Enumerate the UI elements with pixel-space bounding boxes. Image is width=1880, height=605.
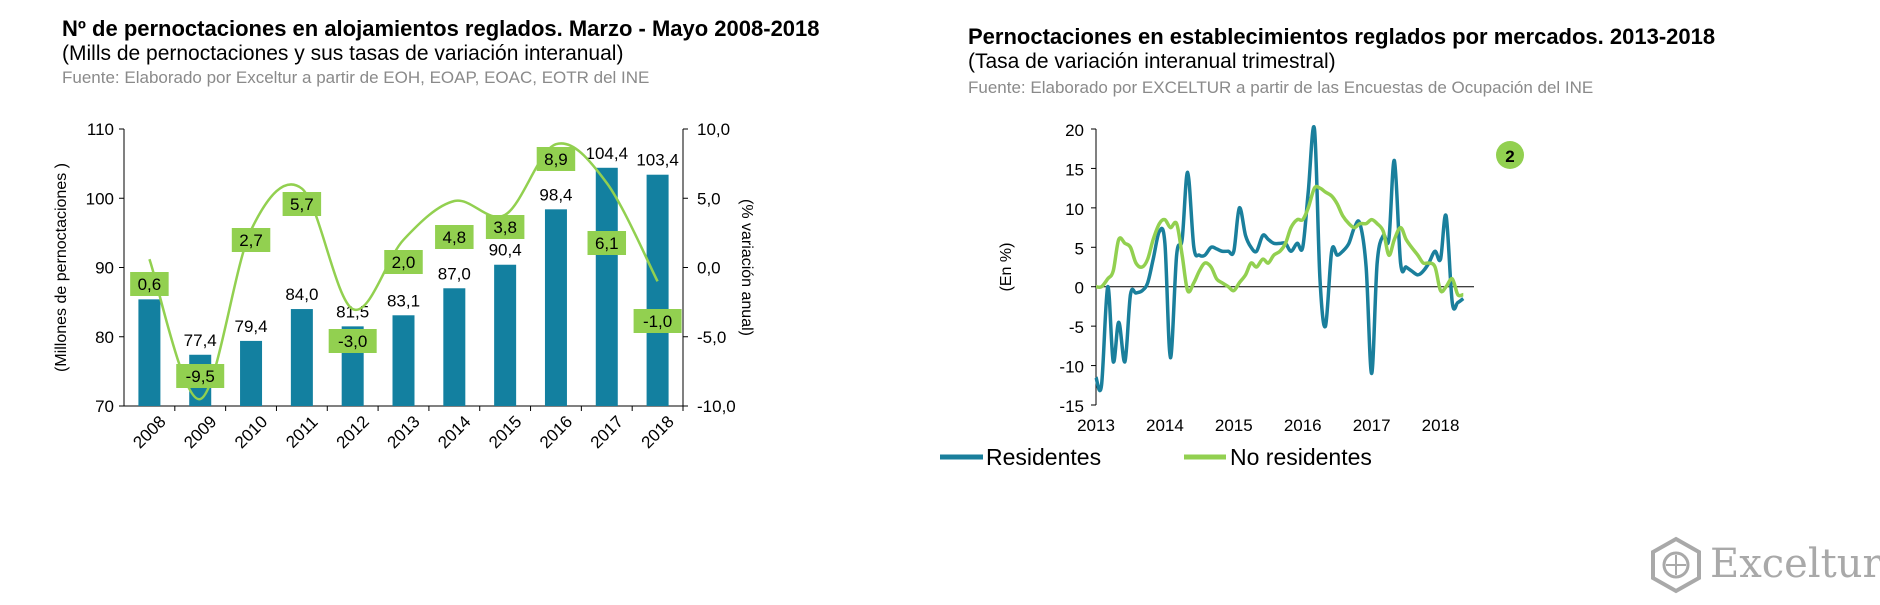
bar-2017 — [595, 167, 618, 406]
bar-2014 — [443, 288, 466, 406]
page-number-text: 2 — [1505, 147, 1514, 166]
y-tick-label: 100 — [86, 189, 114, 208]
x-tick-label: 2017 — [1353, 416, 1391, 435]
x-tick-label: 2015 — [1215, 416, 1253, 435]
variation-label-box — [633, 309, 682, 333]
y2-tick-label: 10,0 — [697, 120, 730, 139]
variation-label: -3,0 — [338, 332, 367, 351]
variation-line — [148, 142, 659, 401]
x-tick-label: 2009 — [180, 412, 220, 452]
y2-tick-label: -10,0 — [697, 397, 736, 416]
variation-label: 3,8 — [493, 218, 517, 237]
left-bar-line-chart: 70 80 90 100 110 -10,0 -5,0 0,0 5,0 10,0 (Millones… — [53, 120, 755, 452]
right-line-chart: -15 -10 -5 0 5 10 15 20 (En %) 2013 2014 2015 2016 20… — [940, 121, 1524, 470]
y2-tick-label: 5,0 — [697, 189, 721, 208]
left-chart-source: Fuente: Elaborado por Exceltur a partir … — [62, 68, 650, 87]
variation-label: 2,7 — [239, 231, 263, 250]
legend-label-residentes: Residentes — [986, 444, 1101, 470]
variation-label: 2,0 — [392, 253, 416, 272]
bar-value-label: 90,4 — [489, 241, 522, 260]
bar-value-label: 79,4 — [234, 317, 267, 336]
x-tick-label: 2018 — [1422, 416, 1460, 435]
x-tick-label: 2016 — [1284, 416, 1322, 435]
bar-value-label: 84,0 — [285, 285, 318, 304]
y-axis-title: (Millones de pernoctaciones ) — [53, 163, 70, 372]
legend-label-no-residentes: No residentes — [1230, 444, 1372, 470]
y2-axis-title: (% variación anual) — [738, 199, 755, 336]
x-tick-label: 2010 — [231, 412, 271, 452]
bar-2015 — [494, 264, 517, 406]
exceltur-logo: Exceltur — [1648, 535, 1880, 597]
y-tick-label: 20 — [1065, 121, 1084, 140]
variation-label-box — [384, 250, 423, 274]
x-tick-label: 2013 — [384, 412, 424, 452]
variation-label-box — [587, 231, 627, 255]
bar-2018 — [646, 174, 669, 406]
variation-label-box — [435, 225, 474, 249]
bar-value-label: 98,4 — [539, 185, 572, 204]
bar-value-label: 83,1 — [387, 291, 420, 310]
y2-tick-label: 0,0 — [697, 259, 721, 278]
exceltur-logo-text: Exceltur — [1710, 541, 1880, 587]
page-number-badge — [1496, 141, 1524, 169]
x-tick-label: 2012 — [333, 412, 373, 452]
x-tick-label: 2014 — [434, 412, 474, 452]
x-tick-label: 2017 — [587, 412, 627, 452]
variation-label: 6,1 — [595, 234, 619, 253]
right-chart-source: Fuente: Elaborado por EXCELTUR a partir … — [968, 78, 1594, 97]
y-tick-label: -5 — [1069, 318, 1084, 337]
bar-value-label: 87,0 — [438, 264, 471, 283]
bar-2013 — [392, 315, 415, 406]
y-tick-label: 70 — [95, 397, 114, 416]
x-tick-label: 2016 — [536, 412, 576, 452]
bar-2016 — [544, 209, 567, 406]
variation-label: 5,7 — [290, 195, 314, 214]
right-chart-panel: Pernoctaciones en establecimientos regla… — [940, 0, 1880, 605]
series-line-residentes — [1094, 124, 1465, 393]
bar-2010 — [240, 340, 263, 406]
variation-label-box — [282, 192, 322, 216]
right-chart-subtitle: (Tasa de variación interanual trimestral… — [968, 50, 1336, 73]
variation-label: 8,9 — [544, 150, 568, 169]
left-chart-subtitle: (Mills de pernoctaciones y sus tasas de … — [62, 42, 624, 65]
variation-label: -9,5 — [186, 367, 215, 386]
x-tick-label: 2008 — [129, 412, 169, 452]
y-tick-label: 0 — [1075, 279, 1084, 298]
right-chart-title: Pernoctaciones en establecimientos regla… — [968, 24, 1716, 49]
y2-tick-label: -5,0 — [697, 328, 726, 347]
y-tick-label: 110 — [87, 120, 114, 139]
bar-value-label: 77,4 — [184, 331, 217, 350]
bar-value-label: 104,4 — [585, 144, 628, 163]
variation-label: 0,6 — [138, 275, 162, 294]
variation-label: -1,0 — [643, 312, 672, 331]
y-tick-label: 10 — [1065, 200, 1084, 219]
bar-value-label: 103,4 — [636, 151, 679, 170]
y-tick-label: -10 — [1059, 358, 1084, 377]
variation-label-box — [130, 272, 169, 296]
bar-2008 — [138, 299, 161, 406]
variation-label-box — [176, 364, 225, 388]
left-chart-title: Nº de pernoctaciones en alojamientos reg… — [62, 16, 820, 41]
variation-label-box — [328, 329, 377, 353]
y-axis-title: (En %) — [998, 243, 1015, 292]
variation-label-box — [485, 215, 525, 239]
y-tick-label: 5 — [1075, 239, 1084, 258]
x-tick-label: 2018 — [638, 412, 678, 452]
bar-2011 — [290, 309, 313, 406]
variation-label-box — [536, 147, 576, 171]
x-tick-label: 2014 — [1146, 416, 1184, 435]
y-tick-label: 80 — [95, 328, 114, 347]
variation-label-box — [231, 228, 271, 252]
variation-label: 4,8 — [442, 228, 466, 247]
y-tick-label: -15 — [1059, 397, 1084, 416]
exceltur-logo-icon — [1651, 536, 1701, 594]
y-tick-label: 90 — [95, 259, 114, 278]
x-tick-label: 2011 — [282, 412, 321, 451]
left-chart-panel: Nº de pernoctaciones en alojamientos reg… — [0, 0, 930, 605]
x-tick-label: 2013 — [1077, 416, 1115, 435]
series-line-no-residentes — [1095, 184, 1464, 298]
x-tick-label: 2015 — [485, 412, 525, 452]
y-tick-label: 15 — [1065, 160, 1084, 179]
